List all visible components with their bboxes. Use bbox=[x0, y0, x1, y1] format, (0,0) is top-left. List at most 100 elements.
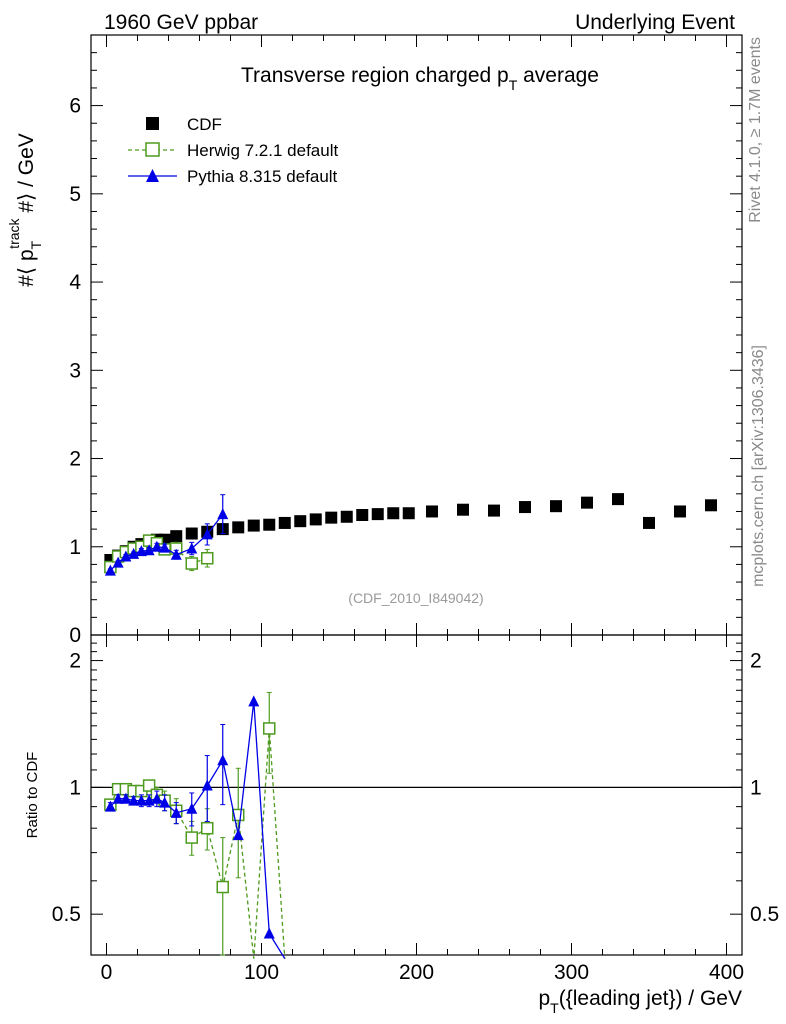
data-point bbox=[216, 880, 229, 894]
xtick-label: 300 bbox=[554, 961, 589, 984]
data-point bbox=[185, 557, 198, 570]
legend-herwig-marker bbox=[145, 142, 160, 157]
xlabel-sub: T bbox=[550, 1000, 559, 1016]
ylabel-a: #⟨ p bbox=[15, 249, 38, 286]
main-ytick-label: 2 bbox=[69, 448, 81, 471]
data-point bbox=[263, 518, 276, 531]
data-point bbox=[170, 548, 182, 560]
data-point bbox=[643, 516, 655, 529]
data-point bbox=[112, 792, 124, 804]
ratio-ytick-label: 1 bbox=[69, 776, 81, 799]
data-point bbox=[104, 800, 116, 812]
title-text: Transverse region charged p bbox=[241, 64, 509, 87]
data-point bbox=[387, 507, 400, 520]
x-axis-label: pT({leading jet}) / GeV bbox=[538, 987, 742, 1016]
data-point bbox=[112, 556, 124, 568]
data-point bbox=[128, 794, 140, 806]
title-sub: T bbox=[509, 77, 518, 93]
data-point bbox=[294, 515, 307, 528]
data-point bbox=[170, 806, 182, 818]
main-title: Transverse region charged pT average bbox=[241, 64, 599, 93]
ratio-ytick-label-right: 0.5 bbox=[750, 903, 779, 926]
ylabel-sup: track bbox=[6, 217, 22, 248]
data-point bbox=[217, 508, 229, 520]
xlabel-tail: ({leading jet}) / GeV bbox=[559, 987, 742, 1010]
ratio-frame bbox=[90, 634, 743, 956]
data-point bbox=[135, 794, 147, 806]
rivet-label: Rivet 4.1.0, ≥ 1.7M events bbox=[747, 37, 764, 223]
data-point bbox=[232, 829, 244, 841]
header-right: Underlying Event bbox=[575, 11, 735, 34]
main-y-label: #⟨ pTtrack #⟩ / GeV bbox=[6, 133, 44, 287]
legend-pythia-label: Pythia 8.315 default bbox=[187, 167, 338, 186]
data-point bbox=[201, 821, 214, 835]
legend-cdf-marker bbox=[146, 117, 159, 130]
data-point bbox=[247, 519, 260, 532]
data-point bbox=[185, 831, 198, 844]
analysis-watermark: (CDF_2010_I849042) bbox=[348, 590, 483, 606]
data-point bbox=[612, 493, 624, 506]
main-ytick-label: 3 bbox=[69, 359, 81, 382]
mcplots-label: mcplots.cern.ch [arXiv:1306.3436] bbox=[750, 345, 767, 587]
data-point bbox=[170, 530, 183, 543]
data-point bbox=[550, 500, 562, 513]
data-point bbox=[248, 695, 260, 707]
data-point bbox=[232, 521, 245, 534]
main-y-axis: 0 1 2 3 4 5 6 bbox=[69, 52, 742, 647]
xlabel-p: p bbox=[538, 987, 550, 1010]
data-point bbox=[159, 796, 171, 808]
main-ytick-label: 0 bbox=[69, 624, 81, 647]
legend-herwig-label: Herwig 7.2.1 default bbox=[187, 141, 338, 160]
data-point bbox=[263, 722, 276, 735]
data-point bbox=[201, 779, 213, 791]
ratio-ytick-label: 0.5 bbox=[52, 903, 81, 926]
data-point bbox=[185, 527, 198, 540]
ratio-ytick-label: 2 bbox=[69, 650, 81, 673]
data-point bbox=[159, 541, 171, 553]
data-point bbox=[278, 516, 291, 529]
data-point bbox=[356, 509, 369, 521]
data-point bbox=[402, 507, 415, 520]
data-point bbox=[263, 927, 275, 939]
data-point bbox=[340, 510, 353, 523]
data-point bbox=[186, 802, 198, 814]
ratio-ytick-label-right: 2 bbox=[750, 650, 762, 673]
data-point bbox=[232, 808, 245, 822]
data-point bbox=[201, 551, 214, 565]
data-point bbox=[519, 501, 531, 514]
data-point bbox=[309, 513, 322, 526]
xtick-label: 400 bbox=[709, 961, 744, 984]
data-point bbox=[581, 496, 593, 509]
main-series bbox=[104, 493, 717, 576]
data-point bbox=[120, 792, 132, 804]
data-point bbox=[426, 505, 438, 518]
xtick-label: 100 bbox=[244, 961, 279, 984]
data-point bbox=[151, 792, 163, 804]
main-ytick-label: 5 bbox=[69, 183, 81, 206]
legend-pythia-marker bbox=[146, 169, 159, 182]
main-ytick-label: 1 bbox=[69, 536, 81, 559]
ratio-y-axis: 0.5 0.5 1 1 2 2 bbox=[52, 642, 779, 956]
ratio-series bbox=[104, 691, 286, 960]
title-tail: average bbox=[517, 64, 599, 87]
legend-cdf-label: CDF bbox=[187, 115, 222, 134]
main-ytick-label: 6 bbox=[69, 95, 81, 118]
data-point bbox=[705, 499, 717, 512]
data-point bbox=[135, 545, 147, 557]
data-point bbox=[217, 754, 229, 766]
data-point bbox=[325, 511, 338, 524]
series-line bbox=[109, 701, 286, 960]
data-point bbox=[143, 544, 155, 556]
main-x-axis bbox=[106, 35, 727, 635]
ratio-x-axis: 0 100 200 300 400 bbox=[101, 635, 744, 984]
legend: CDF Herwig 7.2.1 default Pythia 8.315 de… bbox=[128, 115, 338, 186]
xtick-label: 200 bbox=[399, 961, 434, 984]
ylabel-sub: T bbox=[28, 240, 44, 249]
xtick-label: 0 bbox=[101, 961, 113, 984]
data-point bbox=[674, 505, 686, 518]
data-point bbox=[201, 528, 213, 540]
data-point bbox=[104, 564, 116, 576]
main-ytick-label: 4 bbox=[69, 271, 81, 294]
ylabel-b: #⟩ / GeV bbox=[15, 133, 38, 218]
